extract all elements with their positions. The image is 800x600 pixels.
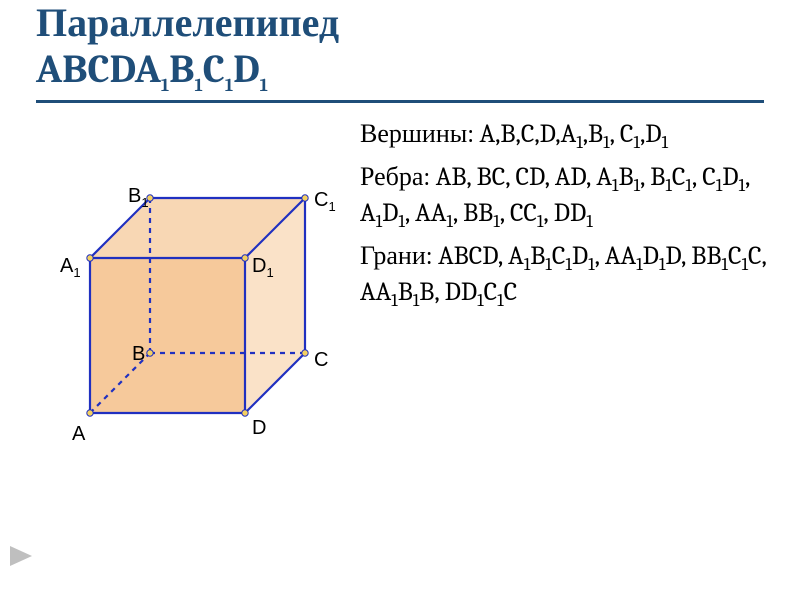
vertex-label-C1: C1: [314, 189, 336, 214]
vertex-label-D1: D1: [252, 255, 274, 280]
title-underline: [36, 100, 764, 103]
vertex-label-D: D: [252, 417, 266, 440]
description-block: Вершины: A,B,C,D,A1,B1, C1,D1 Ребра: AB,…: [360, 118, 780, 319]
cuboid-diagram: A D B C A1 D1 B1 C1: [20, 145, 360, 455]
edges-line: Ребра: AB, BC, CD, AD, A1B1, B1C1, C1D1,…: [360, 161, 780, 234]
play-icon[interactable]: [8, 544, 36, 568]
vertex-label-B1: B1: [128, 185, 149, 210]
vertex-label-A: A: [72, 423, 85, 446]
vertex-label-A1: A1: [60, 255, 81, 280]
faces-line: Грани: ABCD, A1B1C1D1, AA1D1D, BB1C1C, A…: [360, 240, 780, 313]
cuboid-svg: [20, 145, 360, 455]
vertices-line: Вершины: A,B,C,D,A1,B1, C1,D1: [360, 118, 780, 155]
title-text: ПараллелепипедABCDA1B1C1D1: [36, 0, 764, 97]
vertex-label-B: B: [132, 343, 145, 366]
vertex-label-C: C: [314, 349, 328, 372]
slide-title: ПараллелепипедABCDA1B1C1D1: [36, 0, 764, 97]
